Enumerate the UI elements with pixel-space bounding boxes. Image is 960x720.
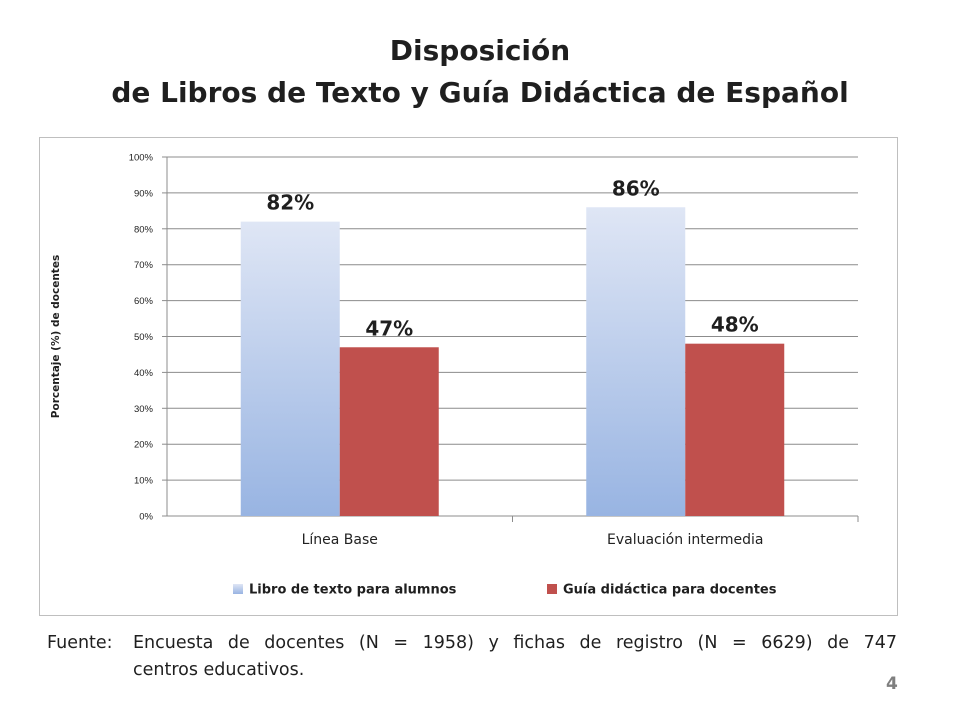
data-label: 82% — [266, 191, 314, 215]
legend-label: Guía didáctica para docentes — [563, 583, 777, 598]
y-tick-label: 70% — [134, 260, 154, 271]
source-text-line-2: centros educativos. — [133, 660, 305, 680]
title-line-1: Disposición — [389, 34, 571, 67]
data-label: 86% — [612, 176, 660, 200]
x-tick-label: Línea Base — [302, 532, 378, 548]
bar-libro — [240, 221, 340, 516]
bar-guia — [339, 347, 439, 516]
source-note: Fuente: Encuesta de docentes (N = 1958) … — [47, 630, 897, 684]
legend-swatch — [547, 584, 557, 594]
legend-swatch — [233, 584, 243, 594]
x-tick-label: Evaluación intermedia — [607, 532, 764, 548]
data-label: 47% — [365, 316, 413, 340]
source-text-line-1: Encuesta de docentes (N = 1958) y fichas… — [133, 633, 897, 653]
y-tick-label: 20% — [134, 440, 154, 451]
y-tick-label: 80% — [134, 224, 154, 235]
y-tick-label: 10% — [134, 476, 154, 487]
y-tick-label: 60% — [134, 296, 154, 307]
legend-label: Libro de texto para alumnos — [249, 583, 457, 598]
y-tick-label: 90% — [134, 188, 154, 199]
y-tick-label: 30% — [134, 404, 154, 415]
bar-libro — [586, 207, 686, 516]
source-label: Fuente: — [47, 633, 113, 653]
y-tick-label: 0% — [139, 512, 153, 523]
title-line-2: de Libros de Texto y Guía Didáctica de E… — [111, 76, 849, 109]
bar-guia — [685, 343, 785, 516]
y-tick-label: 40% — [134, 368, 154, 379]
y-tick-label: 50% — [134, 332, 154, 343]
data-label: 48% — [711, 313, 759, 337]
chart-title: Disposición de Libros de Texto y Guía Di… — [0, 30, 960, 114]
page-number: 4 — [886, 674, 898, 694]
y-tick-label: 100% — [129, 153, 154, 164]
y-axis-title: Porcentaje (%) de docentes — [50, 255, 62, 418]
